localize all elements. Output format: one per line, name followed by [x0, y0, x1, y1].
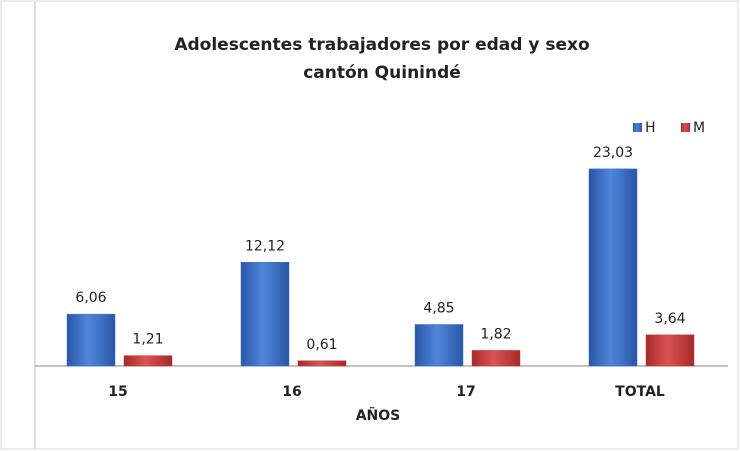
- x-tick-label: 16: [282, 384, 301, 400]
- data-label: 6,06: [75, 290, 106, 306]
- x-axis-title: AÑOS: [356, 407, 401, 424]
- legend-swatch: [681, 123, 690, 132]
- chart-subtitle: cantón Quinindé: [303, 63, 461, 83]
- data-label: 12,12: [245, 238, 285, 254]
- legend-label: M: [693, 120, 705, 136]
- data-label: 4,85: [423, 300, 454, 316]
- data-label: 1,21: [132, 332, 163, 348]
- x-tick-label: 17: [456, 384, 475, 400]
- data-label: 0,61: [306, 337, 337, 353]
- bar: [588, 168, 638, 367]
- data-label: 1,82: [480, 326, 511, 342]
- data-label: 23,03: [593, 145, 633, 161]
- x-tick-label: TOTAL: [615, 384, 665, 400]
- bar: [297, 360, 347, 367]
- bar: [471, 350, 521, 367]
- legend-label: H: [645, 120, 656, 136]
- legend-swatch: [633, 123, 642, 132]
- bar: [123, 355, 173, 367]
- bar: [240, 262, 290, 367]
- bar: [66, 313, 116, 367]
- chart-title: Adolescentes trabajadores por edad y sex…: [174, 35, 589, 55]
- bar: [645, 334, 695, 367]
- data-label: 3,64: [654, 311, 685, 327]
- x-tick-label: 15: [108, 384, 127, 400]
- bar: [414, 324, 464, 367]
